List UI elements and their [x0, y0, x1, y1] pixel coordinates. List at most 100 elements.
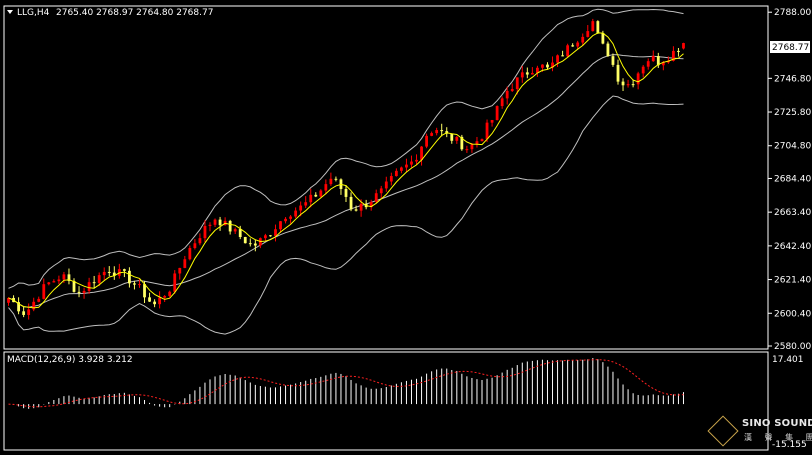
candle-body	[264, 235, 267, 239]
watermark-line-1: SINO SOUND	[742, 418, 812, 429]
candle-body	[168, 291, 172, 297]
macd-label: MACD(12,26,9) 3.928 3.212	[7, 355, 133, 365]
candle-body	[405, 164, 408, 168]
candle-body	[571, 45, 575, 47]
candle-body	[556, 55, 559, 63]
candle-body	[520, 72, 524, 78]
candle-body	[495, 106, 499, 120]
sino-sound-logo-icon	[707, 415, 739, 447]
candle-body	[349, 196, 353, 210]
candle-body	[672, 50, 675, 61]
candle-body	[32, 301, 36, 310]
candle-body	[641, 66, 645, 74]
ohlc-values: 2765.40 2768.97 2764.80 2768.77	[56, 8, 213, 18]
macd-signal-path	[8, 359, 684, 408]
candle-body	[400, 167, 403, 171]
bollinger-bands	[8, 8, 684, 335]
price-tick-label: 2621.40	[774, 276, 811, 286]
current-price-marker: 2768.77	[770, 41, 810, 53]
candle-body	[77, 291, 81, 293]
candle-body	[193, 243, 197, 249]
candle-body	[284, 218, 287, 222]
candle-body	[52, 281, 56, 283]
candle-body	[611, 56, 615, 65]
candle-body	[299, 205, 303, 211]
candle-body	[248, 243, 252, 245]
candle-body	[243, 237, 247, 244]
candle-body	[92, 282, 96, 284]
candle-body	[661, 62, 665, 66]
candle-body	[198, 238, 202, 244]
moving-average-line	[8, 32, 684, 309]
candle-body	[374, 193, 378, 202]
price-tick-label: 2704.80	[774, 142, 811, 152]
candle-body	[410, 161, 413, 165]
watermark-line-2: 漢 聲 集 團	[744, 433, 812, 442]
candle-body	[460, 136, 464, 150]
ma-fast-line	[8, 32, 684, 309]
candle-body	[576, 42, 580, 47]
candle-body	[208, 224, 212, 226]
candle-body	[203, 225, 207, 239]
sino-sound-watermark: SINO SOUND 漢 聲 集 團	[707, 415, 812, 452]
candle-body	[57, 279, 61, 282]
candle-body	[97, 275, 101, 283]
symbol-menu[interactable]: LLG,H4	[7, 8, 50, 18]
price-axis: 2788.00 2746.80 2725.80 2704.80 2684.40 2663.…	[768, 8, 811, 352]
candle-body	[626, 84, 630, 86]
candle-body	[22, 311, 26, 315]
candle-body	[677, 50, 680, 52]
candle-body	[581, 36, 585, 43]
triangle-down-icon[interactable]	[7, 10, 13, 14]
bollinger-upper	[8, 8, 684, 289]
candle-body	[682, 43, 685, 49]
candle-body	[485, 122, 489, 140]
candle-body	[490, 119, 494, 123]
candle-body	[294, 210, 298, 217]
candle-body	[586, 31, 590, 37]
candle-body	[420, 146, 423, 160]
candle-body	[218, 219, 222, 226]
candle-body	[621, 81, 625, 86]
candle-body	[27, 309, 31, 315]
bollinger-lower	[8, 95, 684, 335]
candle-body	[289, 216, 292, 219]
candle-body	[505, 90, 509, 99]
candle-body	[551, 62, 554, 68]
candle-body	[515, 77, 519, 90]
price-tick-label: 2725.80	[774, 108, 811, 118]
price-tick-label: 2746.80	[774, 74, 811, 84]
candle-body	[616, 64, 620, 82]
candle-body	[82, 290, 86, 293]
candle-body	[62, 274, 66, 280]
candle-body	[455, 136, 459, 141]
candle-body	[153, 301, 156, 305]
candle-body	[440, 130, 444, 132]
candle-body	[566, 45, 570, 57]
candle-body	[42, 284, 46, 299]
candle-body	[107, 271, 111, 273]
candle-body	[525, 72, 529, 75]
candle-body	[651, 56, 655, 62]
symbol-label: LLG,H4	[17, 8, 50, 18]
current-price-label: 2768.77	[772, 43, 809, 53]
candle-body	[319, 190, 323, 197]
candle-body	[666, 60, 670, 63]
candle-body	[344, 188, 348, 197]
candle-body	[213, 219, 217, 225]
candle-body	[394, 170, 398, 177]
candlestick-series	[7, 18, 685, 320]
candle-body	[17, 302, 20, 312]
candle-body	[636, 73, 640, 85]
candle-body	[7, 297, 10, 303]
candle-body	[369, 201, 373, 208]
candle-body	[67, 274, 71, 281]
candle-body	[143, 284, 146, 298]
candle-body	[173, 273, 177, 292]
candle-body	[228, 220, 232, 232]
candle-body	[188, 248, 192, 260]
candle-body	[591, 21, 595, 32]
candle-body	[158, 297, 162, 305]
candle-body	[329, 178, 333, 185]
